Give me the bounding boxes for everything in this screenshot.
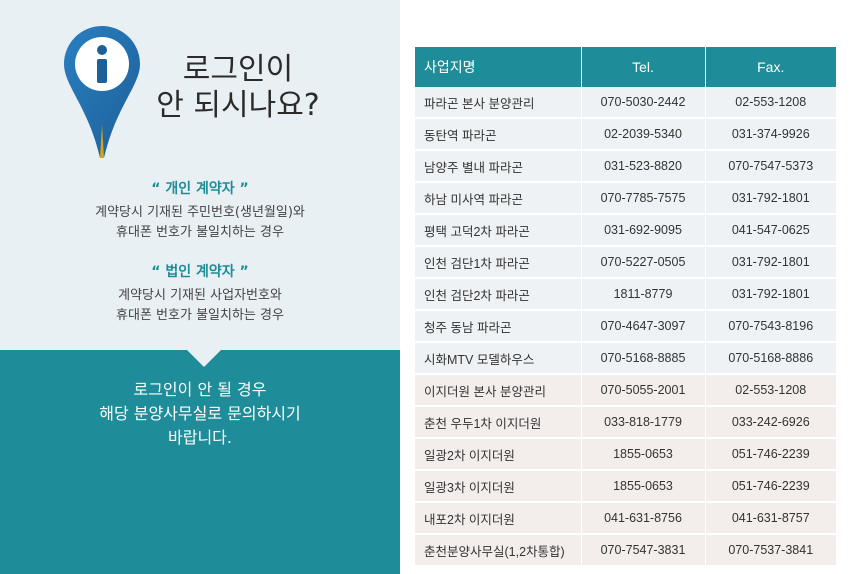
table-row: 일광2차 이지더원 1855-0653 051-746-2239 bbox=[415, 438, 836, 471]
tel-cell: 031-523-8820 bbox=[581, 150, 706, 183]
table-row: 내포2차 이지더원 041-631-8756 041-631-8757 bbox=[415, 502, 836, 535]
tel-cell: 1855-0653 bbox=[581, 470, 706, 503]
corporate-desc-line-2: 휴대폰 번호가 불일치하는 경우 bbox=[116, 308, 284, 323]
contact-message: 로그인이 안 될 경우 해당 분양사무실로 문의하시기 바랍니다. bbox=[0, 378, 400, 450]
tel-cell: 070-5055-2001 bbox=[581, 374, 706, 407]
corporate-contractor-title: “ 법인 계약자 ” bbox=[151, 264, 249, 280]
site-name-cell: 하남 미사역 파라곤 bbox=[415, 182, 582, 215]
tel-cell: 033-818-1779 bbox=[581, 406, 706, 439]
table-row: 동탄역 파라곤 02-2039-5340 031-374-9926 bbox=[415, 118, 836, 151]
tel-cell: 070-5030-2442 bbox=[581, 87, 706, 119]
corporate-contractor-desc: 계약당시 기재된 사업자번호와 휴대폰 번호가 불일치하는 경우 bbox=[0, 286, 400, 326]
site-name-cell: 일광3차 이지더원 bbox=[415, 470, 582, 503]
table-row: 파라곤 본사 분양관리 070-5030-2442 02-553-1208 bbox=[415, 87, 836, 119]
contact-line-2: 해당 분양사무실로 문의하시기 bbox=[99, 404, 301, 423]
site-name-cell: 춘천분양사무실(1,2차통합) bbox=[415, 534, 582, 567]
tel-cell: 070-5227-0505 bbox=[581, 246, 706, 279]
personal-contractor-desc: 계약당시 기재된 주민번호(생년월일)와 휴대폰 번호가 불일치하는 경우 bbox=[0, 203, 400, 243]
fax-cell: 031-792-1801 bbox=[705, 278, 836, 311]
fax-cell: 041-547-0625 bbox=[705, 214, 836, 247]
table-row: 인천 검단2차 파라곤 1811-8779 031-792-1801 bbox=[415, 278, 836, 311]
banner-notch bbox=[187, 350, 221, 367]
site-name-cell: 춘천 우두1차 이지더원 bbox=[415, 406, 582, 439]
fax-cell: 033-242-6926 bbox=[705, 406, 836, 439]
fax-cell: 041-631-8757 bbox=[705, 502, 836, 535]
fax-cell: 031-792-1801 bbox=[705, 246, 836, 279]
site-name-cell: 청주 동남 파라곤 bbox=[415, 310, 582, 343]
fax-cell: 070-7547-5373 bbox=[705, 150, 836, 183]
tel-cell: 041-631-8756 bbox=[581, 502, 706, 535]
site-name-cell: 남양주 별내 파라곤 bbox=[415, 150, 582, 183]
sales-office-table: 사업지명 Tel. Fax. 파라곤 본사 분양관리 070-5030-2442 0… bbox=[415, 47, 836, 567]
site-name-cell: 인천 검단2차 파라곤 bbox=[415, 278, 582, 311]
table-row: 평택 고덕2차 파라곤 031-692-9095 041-547-0625 bbox=[415, 214, 836, 247]
table-header-row: 사업지명 Tel. Fax. bbox=[415, 47, 836, 87]
fax-cell: 051-746-2239 bbox=[705, 470, 836, 503]
header-fax: Fax. bbox=[705, 47, 836, 87]
fax-cell: 070-5168-8886 bbox=[705, 342, 836, 375]
tel-cell: 031-692-9095 bbox=[581, 214, 706, 247]
site-name-cell: 인천 검단1차 파라곤 bbox=[415, 246, 582, 279]
fax-cell: 031-792-1801 bbox=[705, 182, 836, 215]
tel-cell: 070-7547-3831 bbox=[581, 534, 706, 567]
tel-cell: 02-2039-5340 bbox=[581, 118, 706, 151]
table-row: 일광3차 이지더원 1855-0653 051-746-2239 bbox=[415, 470, 836, 503]
tel-cell: 070-5168-8885 bbox=[581, 342, 706, 375]
table-body: 파라곤 본사 분양관리 070-5030-2442 02-553-1208 동탄역 파… bbox=[415, 87, 836, 567]
tel-cell: 070-4647-3097 bbox=[581, 310, 706, 343]
site-name-cell: 내포2차 이지더원 bbox=[415, 502, 582, 535]
corporate-desc-line-1: 계약당시 기재된 사업자번호와 bbox=[118, 288, 282, 303]
fax-cell: 051-746-2239 bbox=[705, 438, 836, 471]
tel-cell: 070-7785-7575 bbox=[581, 182, 706, 215]
personal-desc-line-2: 휴대폰 번호가 불일치하는 경우 bbox=[116, 225, 284, 240]
fax-cell: 02-553-1208 bbox=[705, 87, 836, 119]
table-row: 이지더원 본사 분양관리 070-5055-2001 02-553-1208 bbox=[415, 374, 836, 407]
site-name-cell: 동탄역 파라곤 bbox=[415, 118, 582, 151]
tel-cell: 1811-8779 bbox=[581, 278, 706, 311]
login-help-panel: 로그인이 안 되시나요? “ 개인 계약자 ” 계약당시 기재된 주민번호(생년… bbox=[0, 0, 400, 574]
contact-line-3: 바랍니다. bbox=[168, 428, 232, 447]
table-row: 하남 미사역 파라곤 070-7785-7575 031-792-1801 bbox=[415, 182, 836, 215]
header-site-name: 사업지명 bbox=[415, 47, 582, 87]
table-row: 청주 동남 파라곤 070-4647-3097 070-7543-8196 bbox=[415, 310, 836, 343]
help-info-section: 로그인이 안 되시나요? “ 개인 계약자 ” 계약당시 기재된 주민번호(생년… bbox=[0, 0, 400, 350]
fax-cell: 02-553-1208 bbox=[705, 374, 836, 407]
table-row: 시화MTV 모델하우스 070-5168-8885 070-5168-8886 bbox=[415, 342, 836, 375]
site-name-cell: 시화MTV 모델하우스 bbox=[415, 342, 582, 375]
contact-line-1: 로그인이 안 될 경우 bbox=[133, 380, 267, 399]
site-name-cell: 일광2차 이지더원 bbox=[415, 438, 582, 471]
personal-contractor-title: “ 개인 계약자 ” bbox=[151, 181, 249, 197]
header-tel: Tel. bbox=[581, 47, 706, 87]
fax-cell: 070-7543-8196 bbox=[705, 310, 836, 343]
title-line-2: 안 되시나요? bbox=[156, 88, 320, 123]
site-name-cell: 이지더원 본사 분양관리 bbox=[415, 374, 582, 407]
fax-cell: 031-374-9926 bbox=[705, 118, 836, 151]
site-name-cell: 평택 고덕2차 파라곤 bbox=[415, 214, 582, 247]
info-pin-icon bbox=[64, 26, 140, 158]
page-title: 로그인이 안 되시나요? bbox=[138, 52, 338, 124]
table-row: 남양주 별내 파라곤 031-523-8820 070-7547-5373 bbox=[415, 150, 836, 183]
personal-desc-line-1: 계약당시 기재된 주민번호(생년월일)와 bbox=[95, 205, 305, 220]
table-row: 춘천 우두1차 이지더원 033-818-1779 033-242-6926 bbox=[415, 406, 836, 439]
site-name-cell: 파라곤 본사 분양관리 bbox=[415, 87, 582, 119]
contact-banner bbox=[0, 350, 400, 574]
fax-cell: 070-7537-3841 bbox=[705, 534, 836, 567]
title-line-1: 로그인이 bbox=[182, 52, 294, 87]
table-row: 춘천분양사무실(1,2차통합) 070-7547-3831 070-7537-384… bbox=[415, 534, 836, 567]
table-row: 인천 검단1차 파라곤 070-5227-0505 031-792-1801 bbox=[415, 246, 836, 279]
tel-cell: 1855-0653 bbox=[581, 438, 706, 471]
